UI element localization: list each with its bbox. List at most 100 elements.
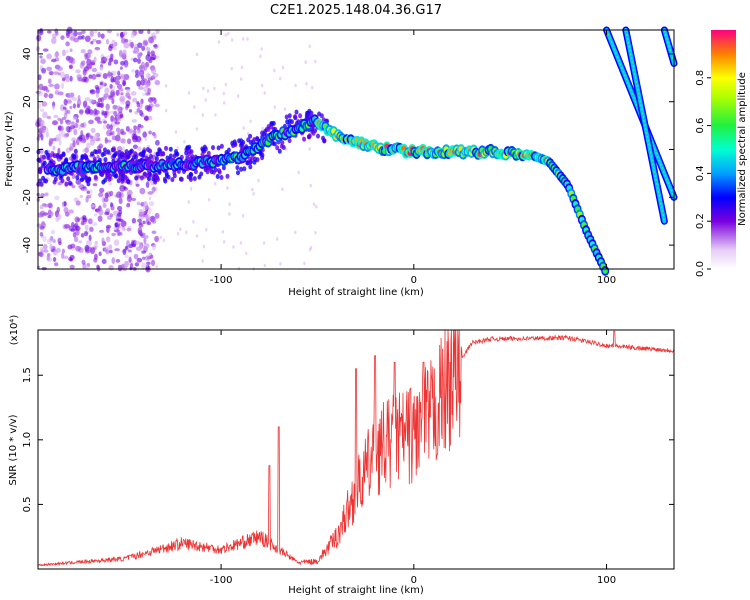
noise-blob — [114, 248, 120, 252]
noise-blob — [81, 259, 86, 265]
noise-blob — [73, 236, 79, 243]
noise-blob — [91, 73, 97, 80]
noise-blob — [70, 243, 76, 249]
noise-blob — [149, 153, 153, 159]
noise-blob — [99, 187, 105, 193]
noise-blob — [97, 31, 101, 38]
noise-blob — [145, 216, 151, 222]
colorbar-tick-label: 0.4 — [695, 165, 706, 181]
noise-blob — [226, 147, 231, 153]
noise-blob — [142, 220, 146, 225]
noise-blob — [237, 94, 240, 98]
noise-blob — [151, 218, 157, 224]
noise-blob — [82, 215, 87, 220]
noise-blob — [76, 74, 82, 80]
noise-blob — [45, 127, 49, 133]
noise-blob — [192, 220, 195, 224]
noise-blob — [81, 187, 88, 192]
noise-blob — [70, 228, 75, 232]
noise-blob — [129, 148, 134, 154]
noise-blob — [57, 147, 61, 155]
noise-blob — [221, 165, 226, 171]
noise-blob — [66, 93, 71, 99]
noise-blob — [152, 72, 159, 78]
noise-blob — [77, 184, 83, 189]
noise-blob — [77, 94, 81, 102]
noise-blob — [308, 44, 311, 48]
noise-blob — [133, 253, 139, 260]
noise-blob — [120, 154, 125, 160]
noise-blob — [130, 91, 137, 96]
noise-blob — [64, 119, 70, 123]
noise-blob — [88, 119, 94, 125]
noise-blob — [129, 262, 134, 270]
noise-blob — [57, 125, 62, 131]
noise-blob — [85, 132, 91, 138]
noise-blob — [280, 140, 285, 146]
noise-blob — [153, 243, 157, 248]
noise-blob — [132, 50, 137, 54]
noise-blob — [124, 260, 129, 268]
noise-blob — [185, 230, 188, 235]
colorbar: 0.0 0.2 0.4 0.6 0.8 Normalized spectral ampl… — [695, 30, 748, 277]
noise-blob — [190, 187, 193, 191]
noise-blob — [141, 46, 146, 51]
noise-blob — [143, 237, 147, 245]
noise-blob — [52, 145, 56, 151]
x-tick-label: 0 — [411, 275, 417, 286]
noise-blob — [75, 118, 80, 124]
noise-blob — [50, 229, 56, 235]
noise-blob — [154, 235, 160, 243]
noise-blob — [150, 50, 155, 56]
noise-blob — [155, 176, 160, 182]
noise-blob — [36, 223, 42, 227]
noise-blob — [83, 155, 88, 160]
noise-blob — [148, 148, 153, 154]
noise-blob — [114, 173, 119, 179]
x-tick-label: 100 — [597, 575, 616, 586]
noise-blob — [147, 50, 151, 57]
noise-blob — [60, 71, 65, 79]
noise-blob — [90, 40, 94, 45]
noise-blob — [144, 137, 147, 142]
noise-blob — [71, 174, 76, 179]
noise-blob — [230, 66, 233, 71]
noise-blob — [101, 56, 107, 64]
noise-blob — [46, 255, 50, 261]
noise-blob — [105, 103, 110, 111]
noise-blob — [37, 74, 42, 81]
noise-blob — [272, 141, 277, 147]
noise-blob — [96, 137, 101, 142]
noise-blob — [117, 70, 121, 76]
noise-blob — [103, 147, 107, 153]
noise-blob — [141, 65, 146, 72]
noise-blob — [73, 128, 78, 136]
noise-blob — [143, 210, 148, 216]
noise-blob — [277, 148, 282, 154]
noise-blob — [37, 167, 42, 173]
noise-blob — [132, 144, 138, 150]
noise-blob — [143, 115, 150, 122]
noise-blob — [133, 57, 138, 63]
noise-blob — [58, 154, 63, 159]
noise-blob — [119, 128, 125, 134]
noise-blob — [56, 206, 61, 213]
noise-blob — [232, 245, 235, 249]
noise-blob — [188, 177, 193, 182]
noise-blob — [112, 153, 117, 159]
noise-blob — [61, 49, 66, 57]
alias-track-core — [663, 29, 675, 64]
noise-blob — [89, 139, 96, 146]
noise-blob — [89, 30, 94, 37]
noise-blob — [176, 232, 180, 236]
noise-blob — [80, 220, 85, 226]
noise-blob — [138, 151, 143, 157]
noise-blob — [79, 216, 84, 221]
y-tick-label: 20 — [22, 95, 33, 108]
noise-blob — [131, 119, 137, 123]
noise-blob — [141, 250, 146, 254]
noise-blob — [116, 105, 121, 112]
noise-blob — [222, 91, 225, 96]
noise-blob — [94, 46, 101, 51]
noise-blob — [223, 101, 226, 105]
